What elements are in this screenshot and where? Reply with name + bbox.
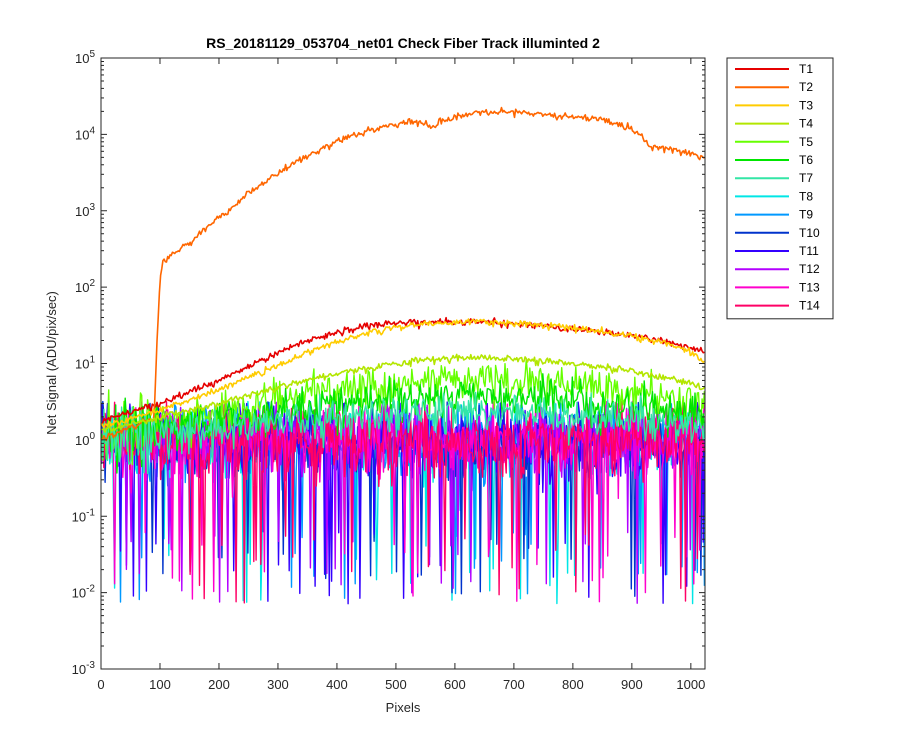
- x-tick-label: 600: [444, 677, 466, 692]
- x-tick-label: 900: [621, 677, 643, 692]
- y-tick-label: 100: [75, 431, 95, 448]
- legend-label-t6: T6: [799, 153, 813, 167]
- x-tick-label: 100: [149, 677, 171, 692]
- x-tick-label: 700: [503, 677, 525, 692]
- y-tick-label: 101: [75, 355, 95, 372]
- legend-label-t2: T2: [799, 80, 813, 94]
- x-tick-label: 800: [562, 677, 584, 692]
- y-tick-label: 10-3: [72, 660, 96, 677]
- legend-label-t10: T10: [799, 226, 820, 240]
- series-layer: [101, 106, 705, 605]
- x-tick-label: 300: [267, 677, 289, 692]
- legend: T1 T2 T3 T4 T5 T6 T7 T8 T9 T10 T11 T12 T13 T14: [726, 57, 834, 320]
- series-line-t7: [101, 391, 705, 474]
- legend-label-t7: T7: [799, 171, 813, 185]
- series-line-t4: [101, 353, 705, 433]
- y-tick-label: 105: [75, 49, 95, 66]
- series-line-t1: [101, 316, 705, 425]
- legend-label-t13: T13: [799, 280, 820, 294]
- legend-label-t8: T8: [799, 189, 813, 203]
- x-tick-label: 500: [385, 677, 407, 692]
- series-line-t14: [101, 400, 705, 604]
- x-tick-label: 400: [326, 677, 348, 692]
- legend-label-t11: T11: [799, 244, 819, 258]
- y-tick-label: 10-1: [72, 507, 96, 524]
- series-line-t2: [101, 106, 705, 442]
- y-tick-label: 102: [75, 278, 95, 295]
- series-line-t3: [101, 318, 705, 429]
- y-axis-label: Net Signal (ADU/pix/sec): [44, 291, 59, 435]
- y-tick-label: 103: [75, 202, 95, 219]
- y-tick-label: 104: [75, 125, 95, 142]
- x-tick-label: 200: [208, 677, 230, 692]
- legend-label-t4: T4: [799, 117, 813, 131]
- legend-label-t5: T5: [799, 135, 813, 149]
- legend-label-t1: T1: [799, 62, 813, 76]
- x-tick-label: 1000: [676, 677, 705, 692]
- legend-label-t12: T12: [799, 262, 820, 276]
- ticks-layer: 0 100 200 300 400 500 600 700 800 900 1000 10-3 10-2…: [72, 49, 706, 692]
- legend-box: [726, 57, 834, 320]
- legend-label-t14: T14: [799, 299, 820, 313]
- x-tick-label: 0: [97, 677, 104, 692]
- legend-label-t9: T9: [799, 208, 813, 222]
- y-tick-label: 10-2: [72, 584, 96, 601]
- x-axis-label: Pixels: [386, 700, 421, 715]
- chart-title: RS_20181129_053704_net01 Check Fiber Tra…: [206, 35, 600, 51]
- legend-label-t3: T3: [799, 98, 813, 112]
